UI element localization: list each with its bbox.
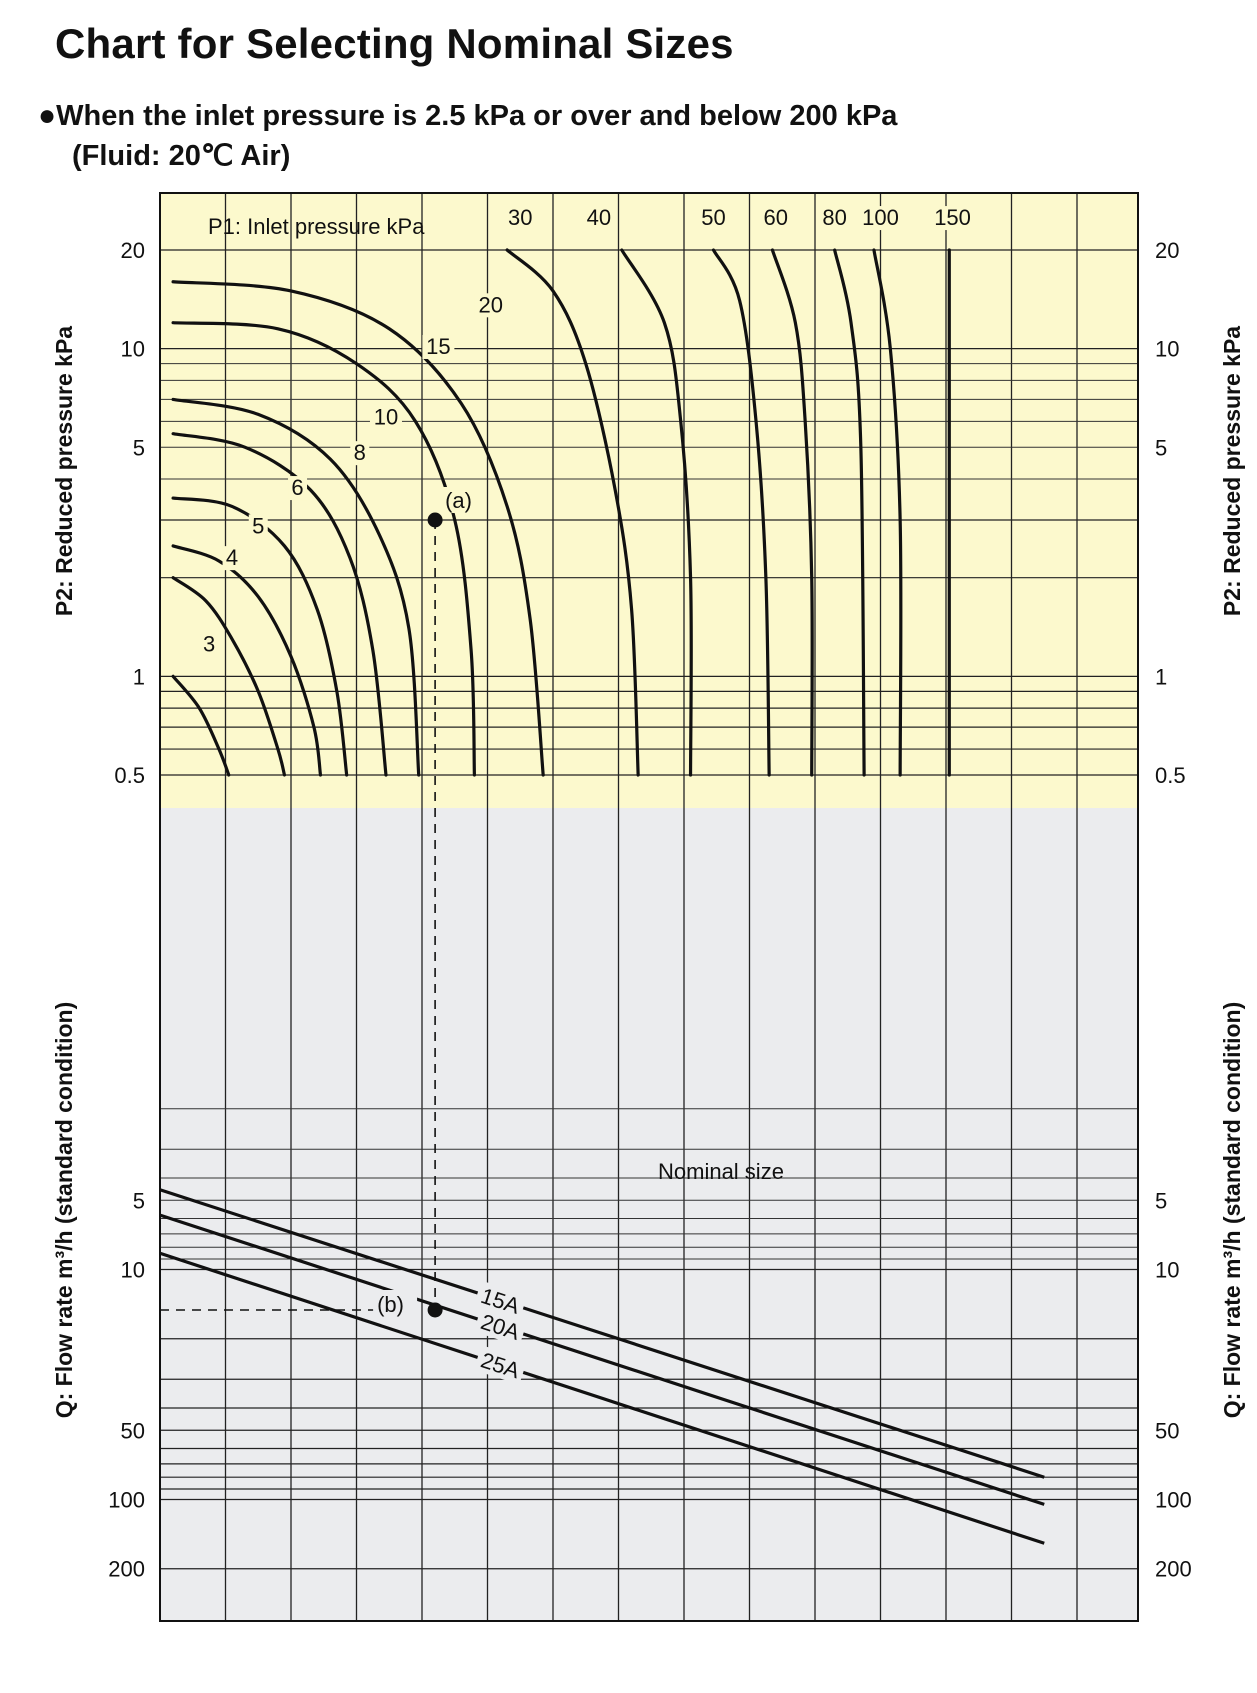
curve-p1-8 <box>171 432 388 777</box>
inlet-pressure-curves <box>171 248 951 777</box>
curve-p1-6 <box>171 496 349 777</box>
curve-label-30: 30 <box>508 205 532 230</box>
curve-label-bg <box>422 334 455 359</box>
upper-y-axis-title-right: P2: Reduced pressure kPa <box>1219 326 1245 616</box>
curve-label-bg <box>582 206 615 231</box>
y-tick-right: 1 <box>1155 664 1167 689</box>
line-nominal-20A <box>159 1213 1045 1506</box>
curve-label-bg <box>697 206 730 231</box>
chart-grid <box>160 193 1138 1621</box>
curve-label-15: 15 <box>426 334 450 359</box>
line-nominal-25A <box>159 1251 1045 1545</box>
curve-label-40: 40 <box>587 205 611 230</box>
y-tick-left: 10 <box>121 337 145 362</box>
marker-label-a: (a) <box>445 488 472 513</box>
y-tick-right: 50 <box>1155 1418 1179 1443</box>
lower-chart-title: Nominal size <box>658 1159 784 1184</box>
curve-p1-100 <box>872 248 903 777</box>
curve-p1-80 <box>833 248 866 777</box>
curve-label-bg <box>818 206 851 231</box>
nominal-size-lines <box>159 1188 1045 1545</box>
curve-label-100: 100 <box>862 205 899 230</box>
y-tick-left: 100 <box>108 1488 145 1513</box>
curve-p1-50 <box>711 248 771 777</box>
curve-label-bg <box>474 293 507 318</box>
y-tick-left: 5 <box>133 435 145 460</box>
curve-label-50: 50 <box>701 205 725 230</box>
curve-label-4: 4 <box>226 545 238 570</box>
curve-label-bg <box>288 476 308 501</box>
curve-p1-60 <box>770 248 814 777</box>
curve-p1-30 <box>505 248 640 777</box>
curve-p1-10 <box>171 397 421 777</box>
curve-p1-3 <box>171 674 231 777</box>
nominal-label-bg <box>473 1280 528 1321</box>
curve-label-3: 3 <box>203 631 215 656</box>
curve-p1-15 <box>171 321 476 777</box>
curve-label-6: 6 <box>291 475 303 500</box>
upper-y-axis-title-left: P2: Reduced pressure kPa <box>51 326 77 616</box>
curve-label-bg <box>222 546 242 571</box>
lower-y-axis-title-left: Q: Flow rate m³/h (standard condition) <box>51 1002 77 1419</box>
curve-p1-20 <box>171 280 545 777</box>
curve-label-bg <box>199 632 219 657</box>
curve-label-bg <box>504 206 537 231</box>
upper-panel-bg <box>160 193 1138 808</box>
marker-label-b: (b) <box>377 1292 404 1317</box>
curve-label-bg <box>930 206 976 231</box>
marker-label-bg <box>373 1290 418 1319</box>
curve-label-5: 5 <box>252 513 264 538</box>
curve-label-10: 10 <box>374 405 398 430</box>
curve-label-80: 80 <box>822 205 846 230</box>
lower-y-axis-title-right: Q: Flow rate m³/h (standard condition) <box>1219 1002 1245 1419</box>
y-tick-left: 1 <box>133 664 145 689</box>
y-tick-right: 5 <box>1155 435 1167 460</box>
curve-label-20: 20 <box>479 292 503 317</box>
y-tick-right: 10 <box>1155 1258 1179 1283</box>
y-tick-right: 10 <box>1155 337 1179 362</box>
y-tick-left: 10 <box>121 1258 145 1283</box>
curve-label-60: 60 <box>763 205 787 230</box>
page-title: Chart for Selecting Nominal Sizes <box>55 20 734 67</box>
y-tick-left: 20 <box>121 238 145 263</box>
y-tick-left: 0.5 <box>114 763 145 788</box>
curve-p1-5 <box>171 544 323 777</box>
subtitle-line-1: When the inlet pressure is 2.5 kPa or ov… <box>56 100 898 132</box>
marker-point-a <box>427 512 443 528</box>
nominal-label-bg <box>473 1345 528 1385</box>
chart-frame <box>159 192 1139 1622</box>
lower-panel-bg <box>160 808 1138 1621</box>
nominal-label-bg <box>473 1306 528 1347</box>
curve-label-8: 8 <box>354 440 366 465</box>
y-tick-right: 200 <box>1155 1557 1192 1582</box>
curve-p1-40 <box>620 248 693 777</box>
marker-point-b <box>427 1302 443 1318</box>
curve-label-150: 150 <box>934 205 971 230</box>
bullet-icon: ● <box>38 99 57 132</box>
curve-label-bg <box>248 514 268 539</box>
example-markers: (a) (b) <box>160 486 482 1319</box>
y-tick-right: 100 <box>1155 1488 1192 1513</box>
line-nominal-15A <box>159 1188 1045 1479</box>
y-tick-left: 5 <box>133 1188 145 1213</box>
y-tick-right: 0.5 <box>1155 763 1186 788</box>
y-ticks: 20 20 10 10 5 5 1 1 0.5 0.5 5 5 10 10 50 50 100 100 200 200 <box>108 238 1191 1582</box>
curve-label-bg <box>759 206 792 231</box>
upper-chart-title: P1: Inlet pressure kPa <box>208 214 425 239</box>
y-tick-right: 5 <box>1155 1188 1167 1213</box>
subtitle: ●When the inlet pressure is 2.5 kPa or o… <box>38 96 897 176</box>
curve-p1-4 <box>171 576 287 777</box>
y-tick-left: 200 <box>108 1557 145 1582</box>
y-tick-left: 50 <box>121 1418 145 1443</box>
marker-label-bg <box>443 486 482 513</box>
subtitle-line-2: (Fluid: 20℃ Air) <box>72 140 291 172</box>
y-tick-right: 20 <box>1155 238 1179 263</box>
curve-label-bg <box>350 441 370 466</box>
curve-label-bg <box>858 206 903 231</box>
curve-label-bg <box>369 405 402 430</box>
